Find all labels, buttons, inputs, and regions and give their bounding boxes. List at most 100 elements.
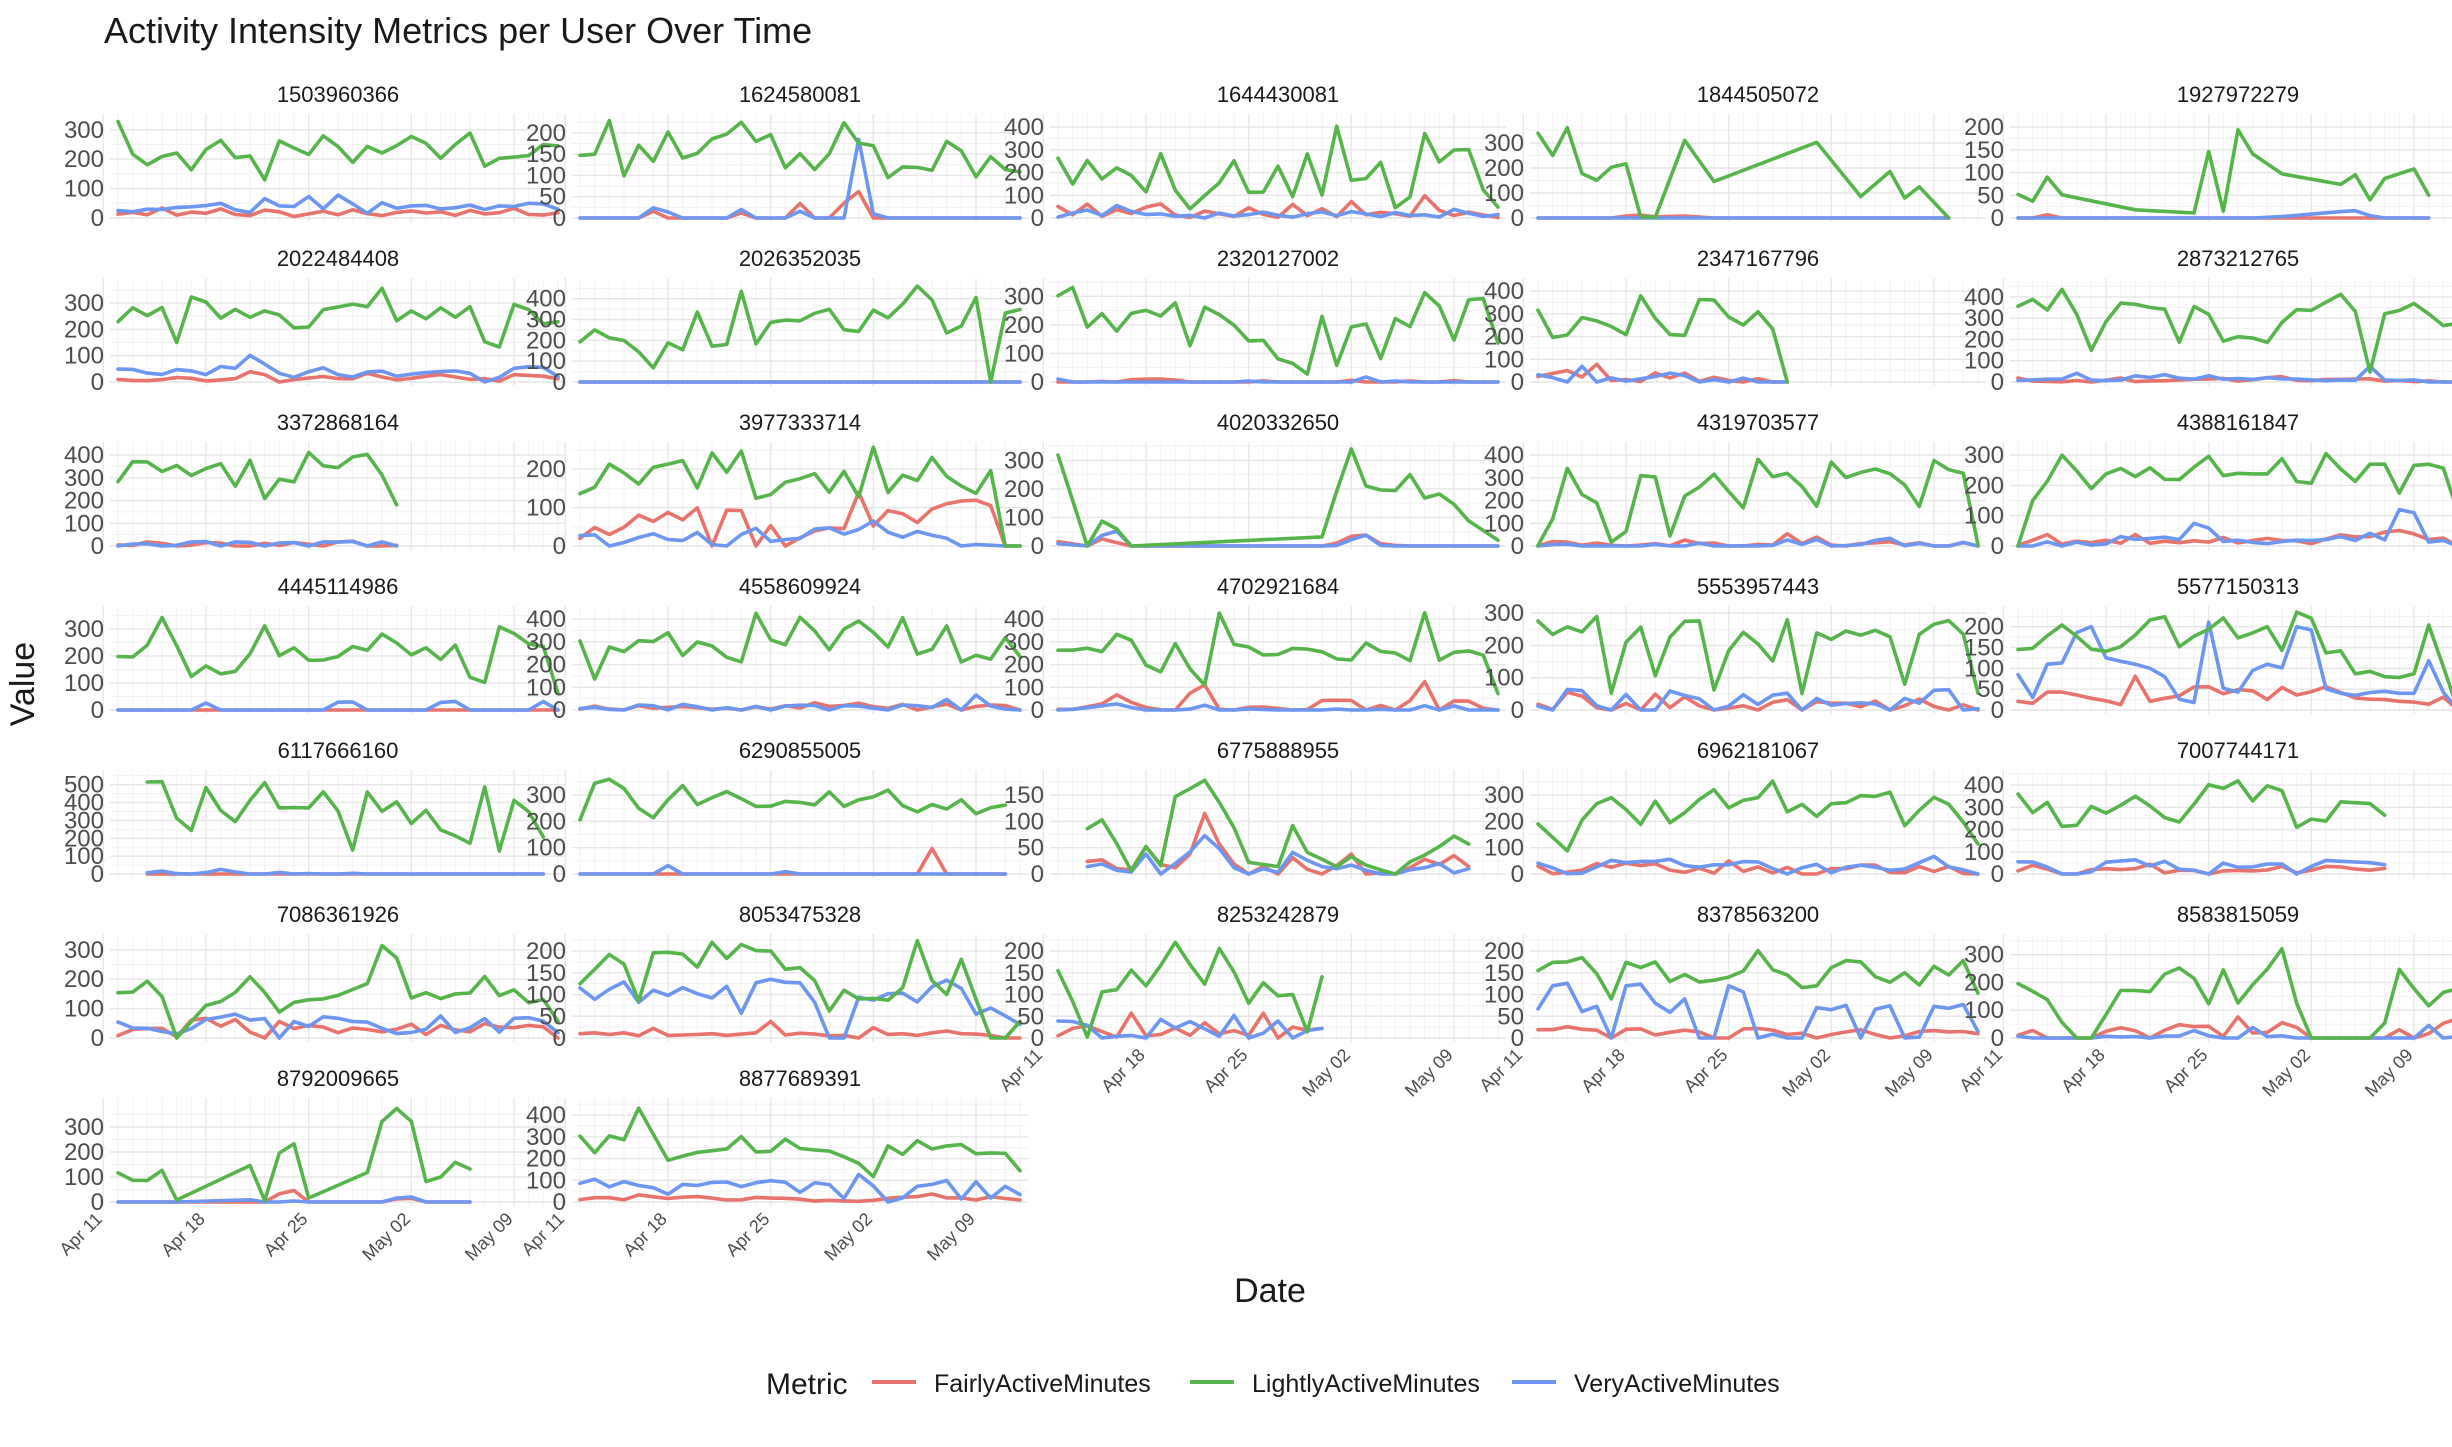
facet-title: 3977333714 [739,410,861,435]
series-line-lightly [578,1106,1022,1179]
facet-title: 8792009665 [277,1066,399,1091]
y-tick-label: 0 [553,697,566,724]
series-line-fairly [578,1019,1022,1040]
y-tick-label: 0 [1991,861,2004,888]
facet-title: 4319703577 [1697,410,1819,435]
y-tick-label: 300 [526,782,566,809]
y-tick-label: 100 [1964,503,2004,530]
y-tick-label: 100 [1484,346,1524,373]
y-tick-label: 0 [1991,533,2004,560]
panel-background [2010,770,2452,878]
series-line-lightly [116,943,560,1040]
facet-title: 8877689391 [739,1066,861,1091]
y-tick-label: 400 [1484,442,1524,469]
x-tick-label: Apr 11 [1475,1045,1526,1096]
facet-title: 6962181067 [1697,738,1819,763]
series-line-lightly [116,119,560,182]
x-tick-label: Apr 11 [517,1209,568,1260]
series-line-lightly [1085,778,1471,876]
y-tick-label: 0 [1511,205,1524,232]
y-tick-label: 200 [1484,488,1524,515]
y-tick-label: 0 [1511,1025,1524,1052]
x-tick-label: Apr 11 [1955,1045,2006,1096]
chart-title: Activity Intensity Metrics per User Over… [104,10,813,51]
y-tick-label: 300 [1004,283,1044,310]
y-tick-label: 200 [1484,632,1524,659]
facet-title: 1624580081 [739,82,861,107]
y-tick-label: 200 [1964,614,2004,641]
y-tick-label: 0 [1511,861,1524,888]
x-tick-label: Apr 11 [55,1209,106,1260]
y-tick-label: 0 [1031,533,1044,560]
y-tick-label: 200 [1964,969,2004,996]
series-line-very [2016,620,2452,706]
series-line-very [1056,203,1500,220]
y-tick-label: 400 [526,606,566,633]
y-tick-label: 300 [1484,600,1524,627]
y-tick-label: 150 [526,141,566,168]
series-line-very [578,863,1008,876]
facet-title: 2320127002 [1217,246,1339,271]
y-tick-label: 200 [64,1139,104,1166]
series-line-lightly [2016,946,2452,1040]
series-line-very [145,867,546,876]
y-tick-label: 50 [1017,835,1044,862]
facet-panel: 5553957443 0 100 200 300 [1484,574,1986,724]
x-tick-label: Apr 18 [619,1209,671,1261]
x-tick-label: May 09 [1881,1045,1937,1101]
y-tick-label: 200 [64,966,104,993]
y-tick-label: 200 [64,146,104,173]
series-line-very [116,699,560,712]
y-tick-label: 100 [526,835,566,862]
series-line-lightly [2016,610,2452,698]
x-tick-label: Apr 18 [2057,1045,2109,1097]
series-line-very [578,1172,1022,1204]
legend-title: Metric [766,1368,848,1401]
y-tick-label: 0 [1511,369,1524,396]
y-tick-label: 400 [526,286,566,313]
series-line-lightly [578,777,1008,822]
y-tick-label: 200 [526,1146,566,1173]
y-tick-label: 0 [553,369,566,396]
y-tick-label: 500 [64,772,104,799]
y-tick-label: 200 [526,808,566,835]
y-tick-label: 300 [1964,794,2004,821]
series-line-very [2016,364,2452,384]
y-tick-label: 200 [64,316,104,343]
y-tick-label: 0 [1031,861,1044,888]
y-tick-label: 0 [1031,1025,1044,1052]
facet-title: 7086361926 [277,902,399,927]
y-tick-label: 100 [1004,808,1044,835]
y-tick-label: 0 [91,369,104,396]
series-line-lightly [578,445,1022,548]
y-tick-label: 400 [1964,772,2004,799]
y-tick-label: 100 [526,348,566,375]
facet-title: 3372868164 [277,410,399,435]
y-tick-label: 100 [526,495,566,522]
series-line-lightly [1056,610,1500,696]
series-line-very [1085,833,1471,876]
facet-title: 4702921684 [1217,574,1339,599]
y-tick-label: 100 [64,843,104,870]
y-tick-label: 300 [64,937,104,964]
y-tick-label: 50 [1017,1003,1044,1030]
y-tick-label: 100 [64,996,104,1023]
series-line-lightly [2016,128,2431,215]
x-tick-label: Apr 25 [260,1209,312,1261]
facet-title: 1644430081 [1217,82,1339,107]
series-line-fairly [1056,1011,1324,1040]
y-tick-label: 100 [526,674,566,701]
